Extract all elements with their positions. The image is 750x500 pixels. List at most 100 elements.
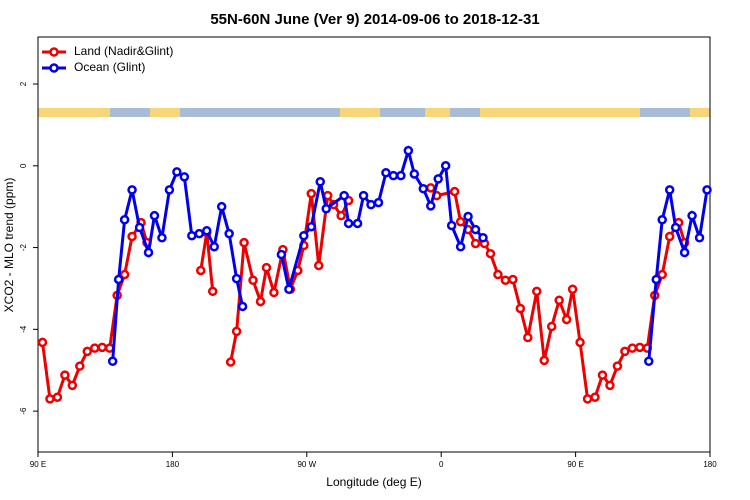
data-point — [60, 370, 70, 380]
data-point — [269, 287, 279, 298]
data-point — [225, 357, 236, 367]
data-point — [231, 273, 242, 284]
data-point — [216, 201, 227, 212]
data-point — [702, 185, 712, 195]
data-point — [657, 269, 667, 280]
data-point — [644, 356, 654, 366]
data-point — [463, 211, 473, 222]
data-point — [127, 231, 137, 242]
data-point — [45, 394, 55, 404]
data-point — [620, 346, 630, 357]
data-point — [196, 265, 206, 276]
data-point — [627, 343, 638, 353]
data-point — [612, 361, 623, 371]
data-point — [670, 222, 681, 233]
data-point — [366, 199, 376, 210]
data-point — [231, 326, 242, 337]
y-axis-label: XCO2 - MLO trend (ppm) — [2, 178, 16, 313]
data-point — [455, 217, 466, 227]
x-tick-label: 90 E — [30, 460, 46, 469]
y-tick-label: 2 — [19, 81, 28, 86]
data-point — [209, 241, 219, 252]
x-axis-label: Longitude (deg E) — [326, 475, 421, 489]
data-point — [119, 215, 130, 225]
x-tick-label: 0 — [439, 460, 444, 469]
data-point — [478, 233, 488, 243]
data-point — [119, 269, 130, 280]
data-point — [539, 355, 549, 366]
data-point — [554, 295, 564, 306]
land-ocean-strip — [38, 108, 710, 117]
data-point — [113, 274, 124, 285]
data-point — [597, 370, 608, 380]
data-point — [306, 221, 317, 232]
data-point — [440, 161, 451, 171]
data-point — [567, 284, 578, 295]
data-point — [179, 172, 190, 182]
data-point — [187, 230, 197, 241]
x-tick-label: 180 — [703, 460, 717, 469]
data-point — [664, 231, 675, 242]
x-tick-label: 90 E — [567, 460, 583, 469]
data-point — [433, 174, 443, 184]
data-point — [315, 176, 325, 187]
data-point — [224, 228, 234, 239]
data-point — [261, 262, 272, 273]
x-tick-label: 90 W — [297, 460, 316, 469]
data-point — [500, 275, 511, 286]
data-point — [52, 392, 63, 402]
data-point — [306, 188, 317, 199]
data-point — [446, 220, 457, 231]
data-point — [664, 185, 675, 195]
data-point — [82, 346, 93, 357]
data-point — [358, 190, 369, 201]
data-point — [284, 284, 294, 295]
data-point — [313, 260, 324, 271]
data-point — [493, 269, 503, 280]
data-point — [89, 343, 100, 353]
data-point — [523, 332, 533, 343]
data-point — [237, 301, 248, 312]
data-point — [396, 170, 406, 181]
legend-marker — [49, 63, 59, 73]
data-point — [651, 274, 661, 285]
data-point — [515, 303, 526, 314]
data-point — [207, 286, 218, 297]
data-point — [149, 210, 160, 221]
legend-label: Land (Nadir&Glint) — [74, 44, 173, 58]
data-point — [172, 167, 182, 177]
data-point — [532, 286, 542, 297]
data-point — [508, 274, 518, 285]
data-point — [37, 337, 48, 348]
data-point — [97, 342, 107, 353]
data-point — [343, 218, 354, 229]
data-point — [321, 203, 331, 214]
y-tick-label: -6 — [19, 407, 28, 415]
data-point — [194, 228, 205, 239]
data-point — [470, 238, 481, 249]
data-point — [339, 190, 349, 201]
data-point — [679, 247, 690, 258]
data-point — [239, 237, 249, 248]
data-point — [425, 201, 436, 211]
data-point — [425, 183, 436, 193]
data-point — [418, 183, 429, 194]
data-point — [590, 392, 600, 402]
data-point — [164, 185, 175, 195]
data-point — [575, 337, 585, 348]
data-point — [381, 167, 391, 178]
data-point — [403, 145, 414, 156]
data-point — [582, 394, 593, 404]
data-point — [255, 296, 266, 307]
data-point — [201, 226, 212, 236]
data-point — [373, 197, 384, 208]
data-point — [455, 241, 466, 252]
data-point — [635, 342, 645, 353]
data-point — [107, 356, 118, 366]
data-point — [388, 170, 399, 181]
data-point — [127, 185, 137, 195]
data-point — [248, 275, 258, 286]
data-point — [657, 215, 667, 225]
data-point — [67, 380, 78, 391]
data-point — [336, 210, 346, 221]
